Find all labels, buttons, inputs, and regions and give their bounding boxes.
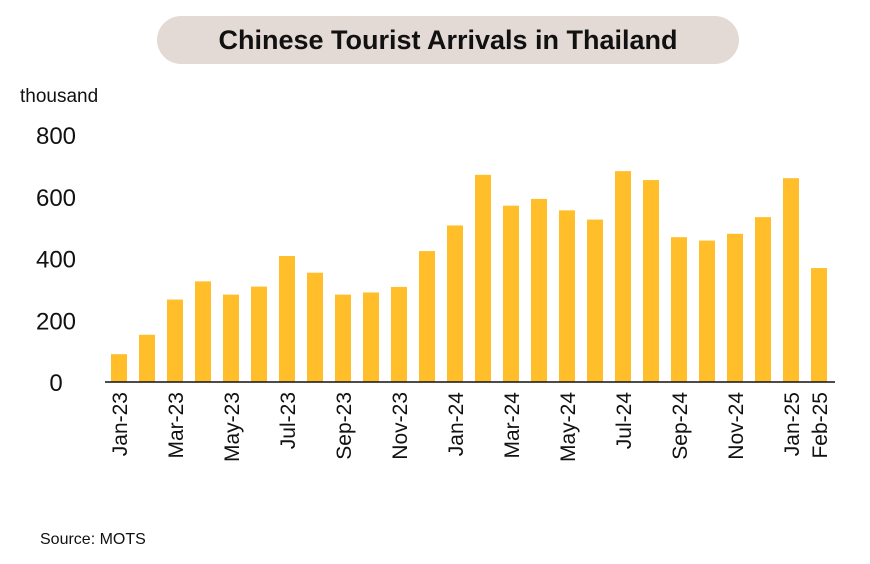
bar-may-23 [223,294,239,382]
bar-feb-23 [139,334,155,382]
x-tick-label: Jan-24 [445,392,468,457]
x-tick-label: Mar-24 [501,392,524,459]
y-tick-label: 400 [36,247,76,274]
bar-apr-24 [531,198,547,382]
x-tick-label: Jul-24 [613,392,636,450]
bar-jul-24 [615,171,631,382]
y-axis-unit-label: thousand [20,86,99,107]
chart-title: Chinese Tourist Arrivals in Thailand [218,24,678,55]
bar-sep-23 [335,294,351,382]
x-tick-label: May-24 [557,392,580,462]
x-tick-label: Nov-24 [725,392,748,460]
bar-oct-23 [363,292,379,382]
bar-dec-23 [419,251,435,382]
bar-sep-24 [671,237,687,382]
bar-feb-24 [475,174,491,382]
bar-oct-24 [699,240,715,382]
x-tick-label: Jan-25 [781,392,804,456]
bar-dec-24 [755,217,771,382]
bar-mar-23 [167,299,183,382]
bar-mar-24 [503,205,519,382]
y-tick-label: 200 [36,308,76,335]
x-tick-label: Sep-23 [333,392,356,460]
y-tick-label: 600 [36,185,76,212]
x-tick-label: Mar-23 [165,392,188,459]
bar-nov-23 [391,286,407,382]
bar-jun-23 [251,286,267,382]
bar-apr-23 [195,281,211,382]
bar-aug-23 [307,272,323,382]
x-tick-label: Jul-23 [277,392,300,449]
bar-aug-24 [643,180,659,382]
bar-jan-24 [447,225,463,382]
bar-nov-24 [727,233,743,382]
bar-jan-23 [111,354,127,382]
bar-feb-25 [811,268,827,382]
bar-jan-25 [783,178,799,382]
bar-jun-24 [587,219,603,382]
x-tick-label: Nov-23 [389,392,412,460]
x-tick-label: Feb-25 [809,392,832,459]
y-tick-label: 800 [36,123,76,150]
bar-may-24 [559,210,575,382]
x-tick-label: Jan-23 [109,392,132,456]
x-tick-label: Sep-24 [669,392,692,460]
bar-jul-23 [279,256,295,382]
source-note: Source: MOTS [40,531,146,548]
chart-title-banner: Chinese Tourist Arrivals in Thailand [157,16,739,64]
x-tick-label: May-23 [221,392,244,462]
y-tick-label: 0 [49,370,62,397]
